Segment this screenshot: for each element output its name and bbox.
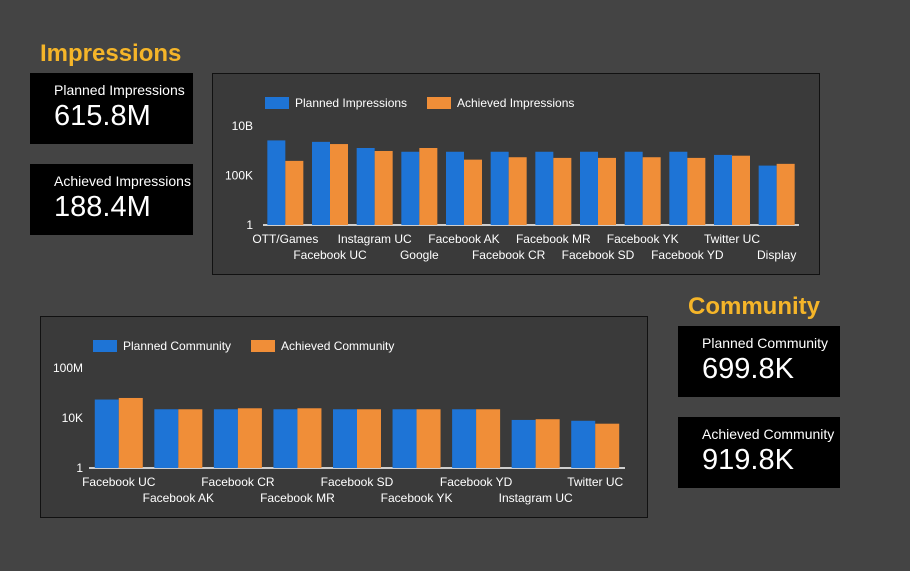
bar-achieved-impressions-facebook-ak	[464, 159, 482, 225]
y-tick-label: 10B	[232, 119, 253, 133]
y-tick-label: 1	[246, 218, 253, 232]
bar-planned-community-facebook-ak	[154, 409, 179, 468]
bar-achieved-impressions-twitter-uc	[732, 155, 750, 225]
x-tick-label-instagram-uc: Instagram UC	[338, 232, 412, 246]
bar-achieved-impressions-facebook-yd	[687, 157, 706, 225]
planned-community-value: 699.8K	[702, 353, 794, 385]
bar-achieved-community-instagram-uc	[535, 419, 560, 468]
x-tick-label-facebook-cr: Facebook CR	[472, 248, 546, 262]
bar-planned-impressions-facebook-uc	[312, 141, 330, 225]
achieved-community-value: 919.8K	[702, 444, 794, 476]
x-tick-label-instagram-uc: Instagram UC	[499, 491, 573, 505]
bar-planned-community-facebook-yk	[392, 409, 417, 468]
x-tick-label-facebook-yd: Facebook YD	[651, 248, 724, 262]
bar-planned-impressions-instagram-uc	[356, 147, 375, 225]
impressions-chart-panel: Planned Impressions Achieved Impressions 1…	[212, 73, 820, 275]
legend-label-achieved-impressions: Achieved Impressions	[457, 96, 574, 110]
planned-impressions-label: Planned Impressions	[54, 82, 185, 98]
x-tick-label-facebook-sd: Facebook SD	[562, 248, 635, 262]
bar-planned-community-facebook-cr	[213, 409, 238, 468]
community-bar-chart: Planned Community Achieved Community 1 10K 1…	[53, 339, 625, 505]
x-tick-label-facebook-mr: Facebook MR	[260, 491, 335, 505]
y-tick-label: 100M	[53, 361, 83, 375]
bar-planned-impressions-facebook-ak	[446, 151, 464, 225]
bar-planned-impressions-facebook-cr	[490, 151, 509, 225]
bar-planned-impressions-facebook-yk	[624, 151, 643, 225]
impressions-bar-chart: Planned Impressions Achieved Impressions 1…	[225, 96, 799, 262]
x-tick-label-facebook-yd: Facebook YD	[440, 475, 513, 489]
community-chart-panel: Planned Community Achieved Community 1 10K 1…	[40, 316, 648, 518]
bar-planned-community-facebook-yd	[452, 409, 477, 468]
bar-achieved-impressions-ott-games	[285, 160, 304, 225]
bar-planned-community-facebook-mr	[273, 409, 298, 468]
x-tick-label-facebook-mr: Facebook MR	[516, 232, 591, 246]
bar-achieved-impressions-facebook-mr	[553, 157, 572, 225]
achieved-community-label: Achieved Community	[702, 426, 835, 442]
legend-label-planned-community: Planned Community	[123, 339, 231, 353]
planned-impressions-value: 615.8M	[54, 100, 151, 132]
bar-achieved-impressions-facebook-uc	[330, 144, 348, 225]
bar-achieved-impressions-facebook-cr	[508, 157, 527, 225]
bar-achieved-community-facebook-uc	[118, 397, 143, 468]
bar-achieved-impressions-facebook-yk	[642, 157, 661, 225]
bar-planned-impressions-display	[758, 165, 777, 225]
y-tick-label: 1	[76, 461, 83, 475]
bar-planned-community-facebook-uc	[94, 399, 119, 468]
bar-achieved-impressions-display	[776, 163, 795, 225]
bar-planned-impressions-facebook-mr	[535, 151, 554, 225]
bar-planned-impressions-ott-games	[267, 140, 286, 225]
achieved-impressions-scorecard: Achieved Impressions 188.4M	[30, 164, 193, 235]
bar-achieved-community-facebook-sd	[357, 409, 381, 468]
bar-planned-impressions-google	[401, 151, 420, 225]
planned-community-scorecard: Planned Community 699.8K	[678, 326, 840, 397]
bar-planned-impressions-facebook-yd	[669, 151, 688, 225]
achieved-community-scorecard: Achieved Community 919.8K	[678, 417, 840, 488]
x-tick-label-twitter-uc: Twitter UC	[704, 232, 760, 246]
bar-planned-community-instagram-uc	[511, 419, 536, 468]
x-tick-label-facebook-ak: Facebook AK	[143, 491, 214, 505]
legend-label-achieved-community: Achieved Community	[281, 339, 394, 353]
x-tick-label-facebook-cr: Facebook CR	[201, 475, 275, 489]
bar-achieved-community-twitter-uc	[595, 423, 620, 468]
x-tick-label-facebook-yk: Facebook YK	[381, 491, 453, 505]
bar-planned-impressions-twitter-uc	[714, 154, 732, 225]
y-tick-label: 100K	[225, 169, 253, 183]
bar-achieved-community-facebook-yd	[476, 409, 501, 468]
x-tick-label-display: Display	[757, 248, 796, 262]
legend-swatch-planned-impressions	[265, 97, 289, 109]
bar-achieved-impressions-google	[419, 147, 438, 225]
bar-planned-community-facebook-sd	[333, 409, 357, 468]
bar-achieved-impressions-instagram-uc	[374, 150, 393, 225]
x-tick-label-facebook-uc: Facebook UC	[293, 248, 367, 262]
bar-achieved-community-facebook-cr	[237, 408, 262, 468]
x-tick-label-twitter-uc: Twitter UC	[567, 475, 623, 489]
bar-achieved-community-facebook-yk	[416, 409, 441, 468]
x-tick-label-facebook-yk: Facebook YK	[607, 232, 679, 246]
legend-swatch-planned-community	[93, 340, 117, 352]
planned-impressions-scorecard: Planned Impressions 615.8M	[30, 73, 193, 144]
x-tick-label-facebook-uc: Facebook UC	[82, 475, 156, 489]
x-tick-label-facebook-ak: Facebook AK	[428, 232, 499, 246]
bar-achieved-impressions-facebook-sd	[598, 157, 616, 225]
x-tick-label-facebook-sd: Facebook SD	[321, 475, 394, 489]
legend-swatch-achieved-community	[251, 340, 275, 352]
bar-achieved-community-facebook-ak	[178, 409, 203, 468]
achieved-impressions-value: 188.4M	[54, 191, 151, 223]
planned-community-label: Planned Community	[702, 335, 829, 351]
community-title: Community	[688, 293, 820, 320]
bar-planned-impressions-facebook-sd	[580, 151, 598, 225]
bar-achieved-community-facebook-mr	[297, 408, 322, 468]
legend-swatch-achieved-impressions	[427, 97, 451, 109]
x-tick-label-ott-games: OTT/Games	[252, 232, 318, 246]
legend-label-planned-impressions: Planned Impressions	[295, 96, 407, 110]
y-tick-label: 10K	[62, 411, 83, 425]
x-tick-label-google: Google	[400, 248, 439, 262]
impressions-title: Impressions	[40, 40, 182, 67]
bar-planned-community-twitter-uc	[571, 420, 596, 468]
achieved-impressions-label: Achieved Impressions	[54, 173, 191, 189]
